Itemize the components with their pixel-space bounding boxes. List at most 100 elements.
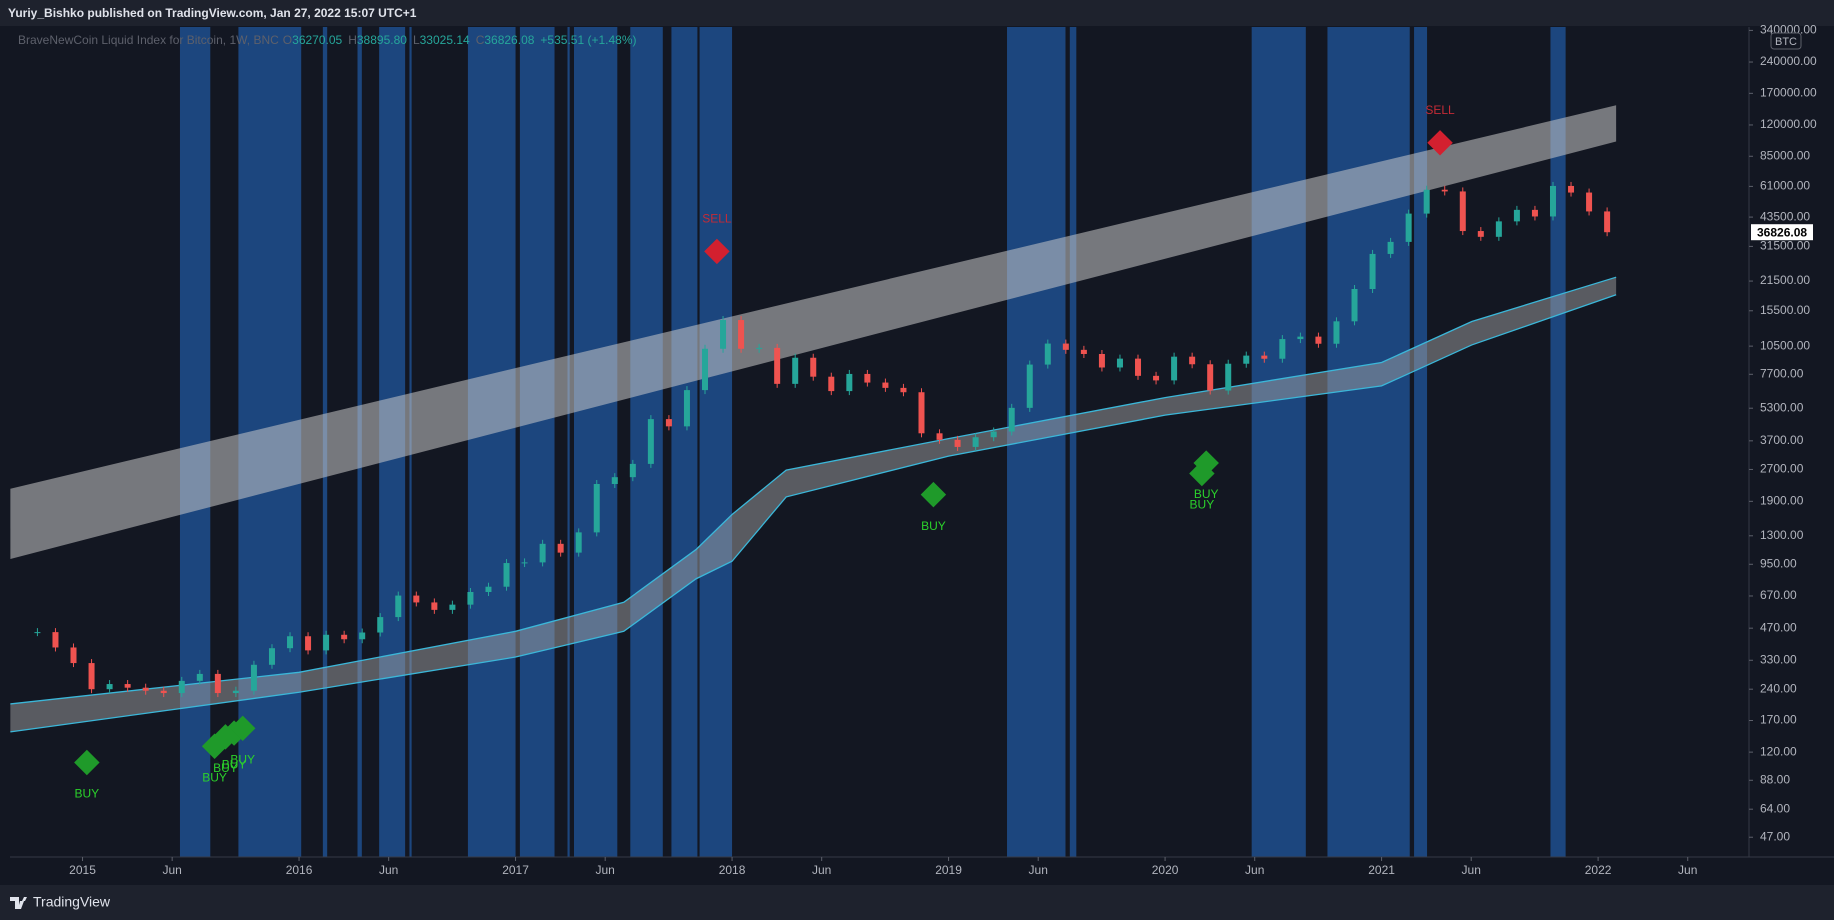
candle	[611, 477, 618, 484]
candle	[232, 690, 239, 694]
y-tick-label: 47.00	[1760, 829, 1790, 843]
candle	[1531, 209, 1538, 217]
x-tick-label: Jun	[1678, 863, 1697, 877]
candle	[936, 433, 943, 440]
y-tick-label: 170000.00	[1760, 86, 1817, 100]
candle	[521, 562, 528, 564]
candle	[918, 392, 925, 434]
y-tick-label: 43500.00	[1760, 209, 1810, 223]
candle	[1297, 336, 1304, 340]
x-tick-label: 2015	[69, 863, 96, 877]
candle	[1441, 189, 1448, 192]
signal-label: BUY	[222, 757, 247, 771]
candle	[1477, 231, 1484, 237]
candle	[539, 543, 546, 563]
last-price-label: 36826.08	[1757, 225, 1807, 239]
highlight-period	[467, 27, 516, 857]
ohlc-value: 33025.14	[419, 33, 470, 47]
candle	[413, 595, 420, 603]
candle	[305, 636, 312, 651]
x-tick-label: 2019	[935, 863, 962, 877]
y-tick-label: 5300.00	[1760, 400, 1804, 414]
candle	[864, 373, 871, 383]
candle	[1459, 191, 1466, 232]
footer-logo	[10, 897, 27, 909]
candle	[665, 419, 672, 427]
y-tick-label: 64.00	[1760, 801, 1790, 815]
candle	[1495, 221, 1502, 237]
candle	[1351, 289, 1358, 322]
candle	[142, 687, 149, 691]
ohlc-value: 36270.05	[292, 33, 343, 47]
candle	[701, 348, 708, 391]
candle	[1586, 192, 1593, 212]
highlight-period	[1251, 27, 1306, 857]
axes: 47.00 64.00 88.00 120.00 170.00 240.00 330.00 4…	[10, 23, 1834, 877]
x-tick-label: 2016	[286, 863, 313, 877]
highlight-period	[1327, 27, 1410, 857]
x-tick-label: 2021	[1368, 863, 1395, 877]
candle	[268, 648, 275, 665]
candle	[1135, 358, 1142, 376]
candle	[1315, 336, 1322, 344]
x-tick-label: 2020	[1152, 863, 1179, 877]
header-bar	[0, 0, 1834, 26]
y-tick-label: 10500.00	[1760, 338, 1810, 352]
currency-label: BTC	[1775, 36, 1797, 48]
ohlc-value: 38895.80	[356, 33, 407, 47]
signal-label: BUY	[1194, 487, 1219, 501]
y-tick-label: 240.00	[1760, 681, 1797, 695]
band-upper	[10, 276, 1617, 705]
y-tick-label: 2700.00	[1760, 462, 1804, 476]
band-fill	[10, 277, 1617, 732]
highlight-period	[567, 27, 570, 857]
ohlc-key: L	[412, 33, 420, 47]
y-tick-label: 120000.00	[1760, 117, 1817, 131]
candle	[990, 431, 997, 438]
candle	[70, 647, 77, 664]
candle	[503, 563, 510, 587]
x-tick-label: Jun	[1462, 863, 1481, 877]
y-tick-label: 7700.00	[1760, 366, 1804, 380]
candle	[34, 632, 41, 634]
x-tick-label: Jun	[379, 863, 398, 877]
candle	[629, 463, 636, 478]
signal-marker	[704, 238, 730, 265]
y-tick-label: 21500.00	[1760, 273, 1810, 287]
candle	[1423, 189, 1430, 214]
candle	[52, 632, 59, 648]
candle	[774, 347, 781, 384]
candle	[900, 387, 907, 393]
ohlc-value: 36826.08	[484, 33, 535, 47]
y-tick-label: 240000.00	[1760, 54, 1817, 68]
candle	[287, 636, 294, 649]
highlight-period	[1550, 27, 1566, 857]
candle	[1405, 213, 1412, 242]
y-tick-label: 85000.00	[1760, 148, 1810, 162]
candle	[1568, 185, 1575, 193]
candle	[828, 376, 835, 392]
candle	[395, 595, 402, 618]
candle	[1062, 343, 1069, 350]
header-text: Yuriy_Bishko published on TradingView.co…	[8, 6, 417, 20]
signal-label: BUY	[1190, 498, 1215, 512]
candle	[1116, 358, 1123, 368]
legend: BraveNewCoin Liquid Index for Bitcoin, 1…	[18, 33, 643, 47]
candle	[972, 437, 979, 447]
candle	[1008, 407, 1015, 432]
x-tick-label: 2018	[719, 863, 746, 877]
band-fill	[10, 105, 1617, 559]
candle	[214, 673, 221, 694]
candle	[1243, 355, 1250, 364]
highlight-period	[1414, 27, 1428, 857]
candle	[467, 592, 474, 605]
y-tick-label: 470.00	[1760, 620, 1797, 634]
highlight-period	[574, 27, 618, 857]
candle	[1044, 343, 1051, 365]
signal-label: BUY	[921, 519, 946, 533]
y-tick-label: 950.00	[1760, 556, 1797, 570]
signal-label: BUY	[230, 752, 255, 766]
candle	[846, 373, 853, 392]
y-tick-label: 15500.00	[1760, 303, 1810, 317]
